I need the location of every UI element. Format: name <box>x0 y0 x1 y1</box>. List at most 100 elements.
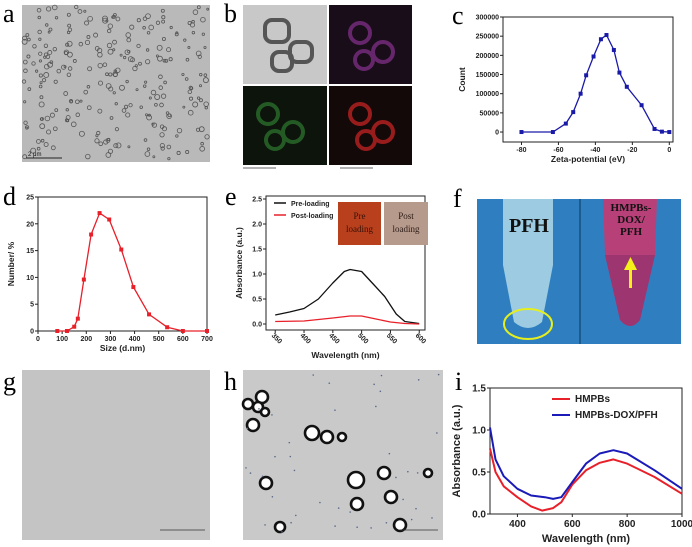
particle <box>417 379 420 381</box>
label-pfh: PFH <box>509 215 549 237</box>
cell <box>144 151 151 157</box>
cell <box>97 52 103 58</box>
particle <box>290 521 292 524</box>
cell <box>94 46 100 51</box>
data-point <box>652 126 657 131</box>
particle <box>249 472 252 474</box>
cell <box>128 103 133 108</box>
cell <box>39 95 44 100</box>
arrow-up-icon <box>624 257 637 288</box>
cell <box>38 84 43 89</box>
bubble <box>258 475 274 491</box>
particle <box>334 525 336 527</box>
cell <box>36 146 41 151</box>
cell <box>142 16 148 21</box>
cell <box>142 26 146 30</box>
inset-pre-text: loading <box>346 224 373 234</box>
series-line <box>275 315 420 325</box>
cell <box>22 154 28 160</box>
cell <box>27 37 31 42</box>
cell <box>176 150 181 155</box>
particle <box>271 495 274 498</box>
x-tick-label: 600 <box>177 336 189 343</box>
x-tick-label: 600 <box>564 519 581 530</box>
cell <box>182 105 186 109</box>
x-tick-label: 400 <box>129 336 141 343</box>
cell <box>206 7 210 11</box>
x-axis-label: Wavelength (nm) <box>542 533 631 545</box>
cell <box>189 22 196 28</box>
cell <box>50 145 56 151</box>
x-tick-label: 100 <box>56 336 68 343</box>
cell <box>203 73 208 77</box>
cell <box>102 17 109 24</box>
cell <box>119 53 123 57</box>
cell <box>162 58 167 63</box>
cell <box>83 9 87 13</box>
cell <box>87 15 93 22</box>
y-tick-label: 0.5 <box>252 297 262 304</box>
cell <box>38 101 45 108</box>
particle <box>293 469 296 472</box>
cell <box>161 15 166 20</box>
y-tick-label: 300000 <box>476 15 499 22</box>
cell <box>188 96 194 101</box>
cell <box>199 72 203 77</box>
panel-label-i: i <box>455 367 462 396</box>
plot-frame <box>37 196 208 332</box>
bubble <box>319 429 335 445</box>
cell <box>23 68 28 74</box>
data-point <box>75 316 80 321</box>
cell <box>97 80 104 86</box>
cell <box>97 63 103 69</box>
cell <box>136 18 141 23</box>
label-hmpbs: DOX/ <box>617 214 645 226</box>
cell <box>102 15 108 22</box>
bubble <box>376 465 392 481</box>
cell <box>26 54 31 59</box>
legend-entry: HMPBs <box>575 394 610 405</box>
cell <box>157 55 163 62</box>
cell <box>66 40 73 47</box>
cell <box>52 126 58 132</box>
x-tick-label: 500 <box>153 336 165 343</box>
data-point <box>584 73 589 78</box>
cell <box>160 93 167 99</box>
particle <box>395 476 397 479</box>
cell <box>145 48 150 52</box>
x-tick-label: 600 <box>414 332 427 345</box>
tube-pfh <box>503 199 553 328</box>
particle <box>436 432 438 434</box>
cell <box>112 48 116 52</box>
cell <box>69 100 73 104</box>
particle <box>373 383 375 386</box>
cell <box>185 150 190 155</box>
particle <box>245 467 247 469</box>
y-tick-label: 250000 <box>476 34 499 41</box>
particle <box>385 521 388 524</box>
legend-entry: Pre-loading <box>291 201 330 208</box>
panel-label-g: g <box>3 367 16 396</box>
y-axis-label: Absorbance (a.u.) <box>451 404 463 497</box>
x-tick-label: 400 <box>298 332 311 345</box>
cell <box>148 24 154 31</box>
particle <box>375 405 377 408</box>
cell <box>185 57 190 62</box>
cell <box>86 35 91 39</box>
panel-label-f: f <box>453 184 462 213</box>
cell <box>159 143 165 149</box>
cell <box>114 102 118 106</box>
particle <box>312 374 315 376</box>
particle <box>246 427 249 430</box>
panel-label-c: c <box>452 1 464 30</box>
cell <box>102 62 108 67</box>
cell <box>124 104 129 109</box>
y-tick-label: 1.0 <box>472 426 486 437</box>
y-tick-label: 200000 <box>476 53 499 60</box>
cell <box>108 72 113 77</box>
cell <box>176 127 183 134</box>
cell <box>113 143 119 149</box>
cell <box>135 88 139 92</box>
cell <box>83 89 89 95</box>
cell <box>74 4 79 10</box>
